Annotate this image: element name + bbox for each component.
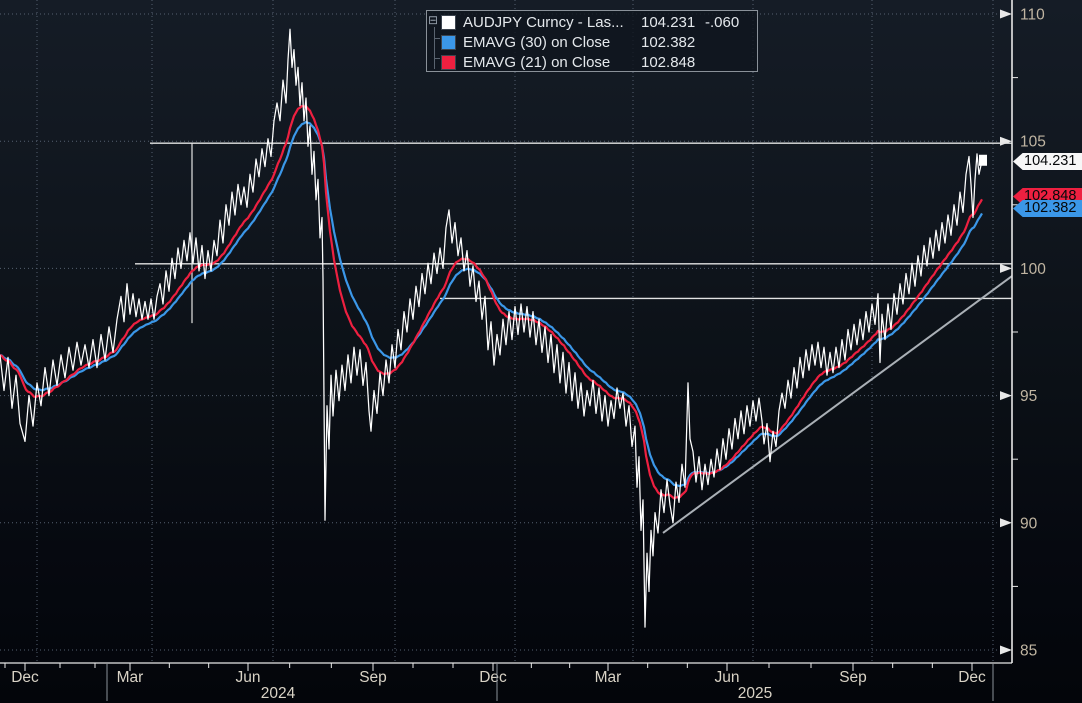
ema30-price-flag-value: 102.382 <box>1024 200 1077 216</box>
price-axis-label: 100 <box>1020 261 1046 278</box>
axis-arrow-icon <box>1000 136 1012 146</box>
price-axis-label: 95 <box>1020 388 1037 405</box>
year-axis-label: 2025 <box>738 685 772 702</box>
legend-value: 102.382 <box>641 33 696 51</box>
legend-row-ema21[interactable]: EMAVG (21) on Close 102.848 <box>441 53 705 71</box>
last-price-flag: 104.231 <box>1013 153 1082 170</box>
price-axis-label: 105 <box>1020 134 1046 151</box>
legend-label: EMAVG (30) on Close <box>463 33 611 51</box>
month-axis-label: Mar <box>117 669 144 686</box>
legend-value: 104.231 <box>641 13 696 31</box>
ema30-swatch-icon <box>441 34 456 50</box>
price-axis-label: 110 <box>1020 7 1045 24</box>
last-price-marker-icon <box>979 154 987 166</box>
legend-change: -.060 <box>705 13 740 31</box>
last-price-flag-value: 104.231 <box>1024 153 1077 169</box>
ema30-line <box>0 121 983 488</box>
axis-arrow-icon <box>1000 9 1012 19</box>
month-axis-label: Sep <box>839 669 867 686</box>
legend-label: EMAVG (21) on Close <box>463 53 611 71</box>
month-axis-label: Sep <box>359 669 387 686</box>
axis-arrow-icon <box>1000 518 1012 528</box>
month-axis-label: Dec <box>479 669 507 686</box>
legend-value: 102.848 <box>641 53 696 71</box>
legend-box[interactable]: ⊟ AUDJPY Curncy - Las... 104.231 -.060 E… <box>426 10 758 72</box>
ema30-price-flag: 102.382 <box>1013 200 1082 217</box>
axis-arrow-icon <box>1000 645 1012 655</box>
month-axis-label: Dec <box>958 669 986 686</box>
month-axis-label: Jun <box>236 669 261 686</box>
price-series-swatch-icon <box>441 14 456 30</box>
legend-row-price[interactable]: AUDJPY Curncy - Las... 104.231 -.060 <box>441 13 739 31</box>
legend-label: AUDJPY Curncy - Las... <box>463 13 624 31</box>
legend-tree-stub <box>434 38 440 39</box>
axis-arrow-icon <box>1000 391 1012 401</box>
legend-collapse-icon[interactable]: ⊟ <box>428 13 439 27</box>
month-axis-label: Dec <box>11 669 39 686</box>
year-axis-label: 2024 <box>261 685 296 702</box>
ema21-swatch-icon <box>441 54 456 70</box>
legend-tree-line <box>434 27 435 69</box>
price-axis-label: 90 <box>1020 515 1038 532</box>
price-axis-label: 85 <box>1020 643 1037 660</box>
month-axis-label: Jun <box>715 669 740 686</box>
legend-tree-stub <box>434 58 440 59</box>
ema21-line <box>0 104 983 500</box>
legend-row-ema30[interactable]: EMAVG (30) on Close 102.382 <box>441 33 705 51</box>
price-series-line <box>0 28 983 628</box>
trendline <box>662 275 1013 534</box>
month-axis-label: Mar <box>595 669 622 686</box>
axis-arrow-icon <box>1000 263 1012 273</box>
